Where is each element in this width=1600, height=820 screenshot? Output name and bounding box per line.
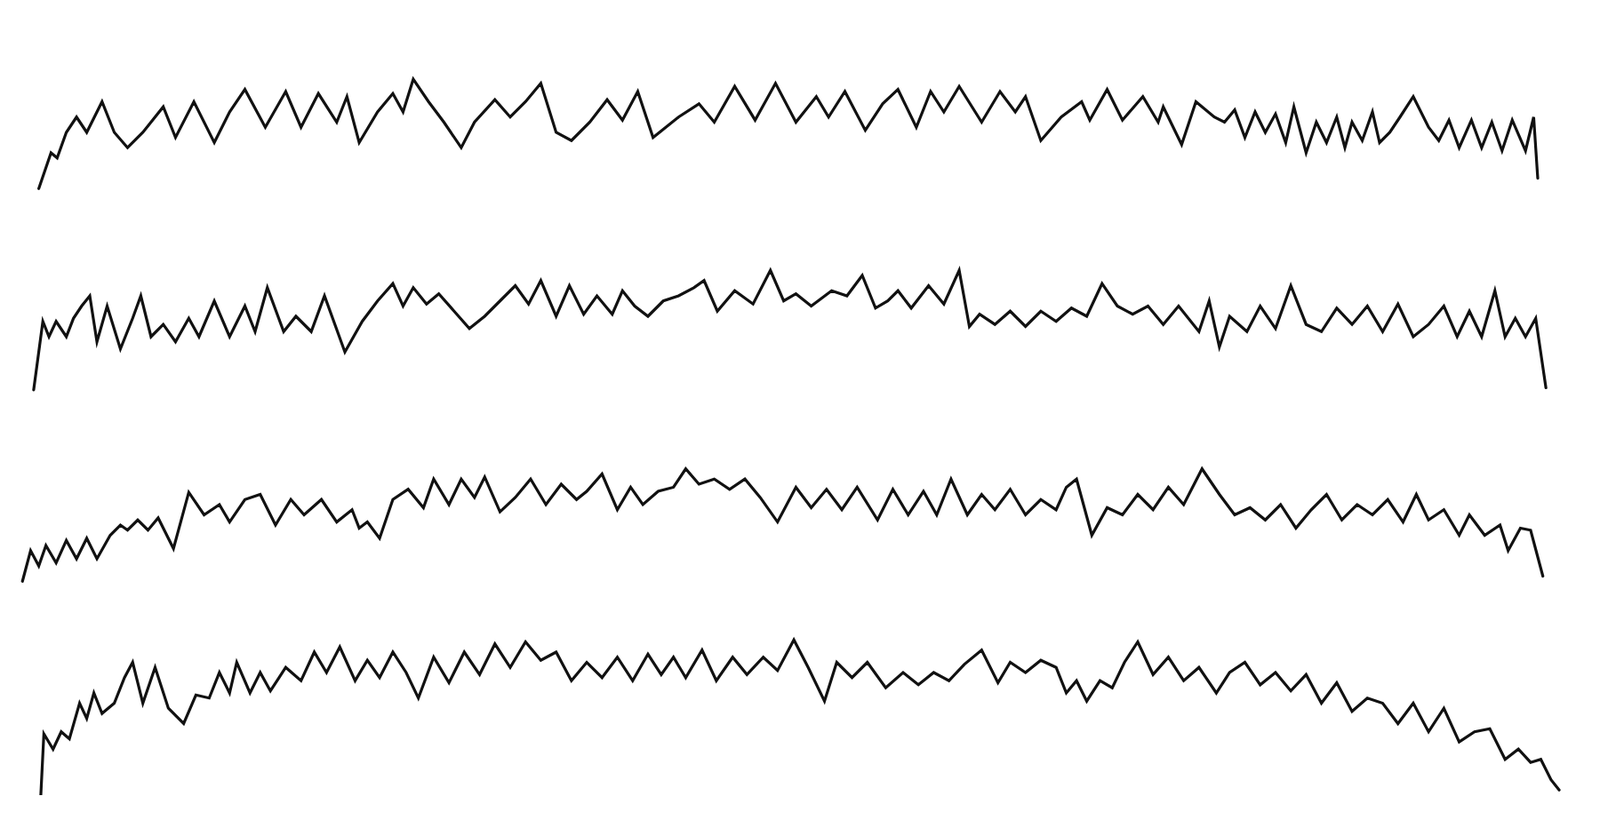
zigzag-line xyxy=(33,270,1546,391)
zigzag-line xyxy=(22,469,1543,583)
line-panel xyxy=(33,270,1546,391)
drawing xyxy=(0,0,1600,820)
zigzag-line xyxy=(39,79,1538,189)
line-panel xyxy=(22,469,1543,583)
line-panel xyxy=(39,79,1538,189)
zigzag-line xyxy=(40,640,1560,796)
line-panel xyxy=(40,640,1560,796)
